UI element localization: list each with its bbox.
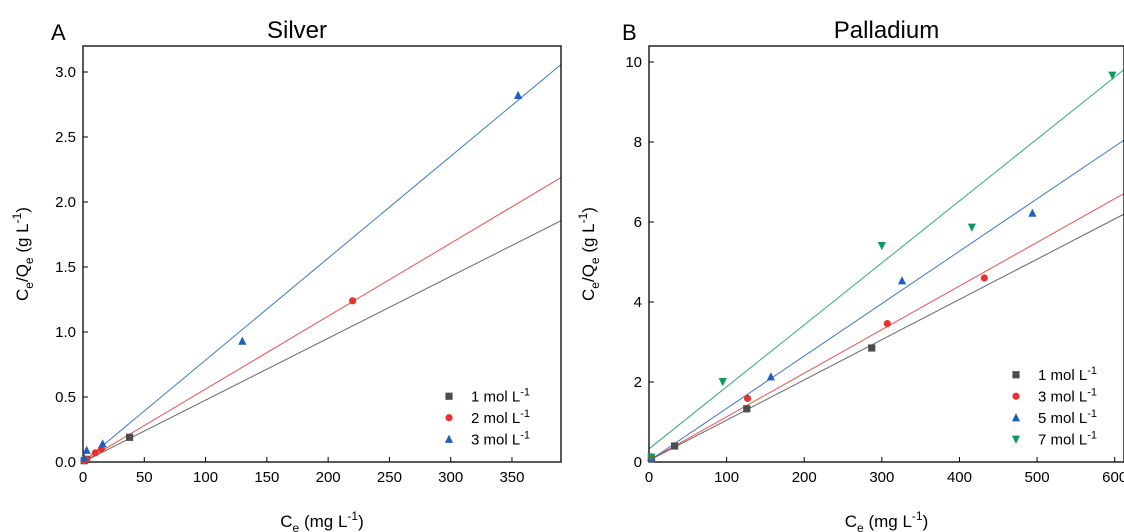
data-points (80, 90, 523, 465)
legend: 1 mol L-1​ 3 mol L-1​ 5 mol L-1​ 7 mol L-1​ (1011, 365, 1097, 448)
fit-line-series-3 (83, 64, 561, 462)
legend-label: 1 mol L-1​ (1038, 365, 1097, 384)
y-tick-label: 4 (634, 294, 642, 311)
y-tick-label: 0.0 (55, 454, 76, 471)
chart-panel-a: 0 50 100 150 200 250 300 350 0.0 0.5 1.0 1.5 2.0 2.5 3… (10, 17, 562, 532)
y-tick-label: 8 (634, 134, 642, 151)
data-point-series-2 (743, 394, 752, 402)
x-tick-label: 350 (499, 469, 524, 486)
plot-frame (82, 45, 562, 463)
data-points (647, 71, 1117, 463)
data-point-series-3 (897, 276, 907, 285)
data-point-series-2 (349, 297, 357, 305)
data-point-series-3 (238, 336, 247, 345)
x-tick-label: 400 (947, 469, 972, 486)
legend-label: 5 mol L-1​ (1038, 408, 1097, 427)
fit-line-series-1 (649, 213, 1124, 461)
data-point-series-1 (743, 405, 751, 413)
x-tick-label: 100 (714, 469, 739, 486)
panel-letter: A (51, 20, 66, 45)
y-axis-label: Ce/Qe (g L-1) (10, 207, 36, 301)
y-tick-label: 10 (625, 54, 642, 71)
fit-lines (83, 64, 561, 462)
legend-label: 3 mol L-1​ (1038, 386, 1097, 405)
plot-frame (648, 45, 1124, 463)
chart-panel-b: 0 100 200 300 400 500 600 0 2 4 6 8 10 Palladium B Ce (… (576, 17, 1124, 532)
x-tick-label: 150 (254, 469, 279, 486)
data-point-series-1 (125, 433, 134, 441)
data-point-series-1 (671, 442, 679, 450)
fit-line-series-1 (83, 220, 561, 462)
data-point-series-1 (868, 344, 876, 352)
x-tick-label: 600 (1102, 469, 1124, 486)
x-tick-label: 0 (79, 469, 87, 486)
panel-letter: B (622, 20, 637, 45)
data-point-series-3 (82, 445, 91, 454)
data-point-series-4 (718, 378, 727, 387)
x-tick-label: 250 (377, 469, 402, 486)
x-tick-label: 50 (136, 469, 153, 486)
y-tick-label: 2.5 (55, 129, 76, 146)
legend-label: 3 mol L-1​ (471, 429, 530, 448)
x-axis-label: Ce (mg L-1) (280, 509, 364, 532)
x-tick-label: 200 (316, 469, 341, 486)
data-point-series-2 (883, 320, 891, 328)
y-axis-label: Ce/Qe (g L-1) (576, 207, 602, 301)
legend-marker (445, 392, 453, 400)
legend-marker (444, 434, 454, 443)
y-tick-label: 3.0 (55, 64, 76, 81)
y-tick-label: 0.5 (55, 389, 76, 406)
chart-title: Silver (267, 17, 327, 44)
fit-line-series-3 (649, 139, 1124, 462)
legend-label: 1 mol L-1​ (471, 386, 530, 405)
data-point-series-3 (98, 439, 107, 448)
y-tick-label: 0 (634, 454, 642, 471)
x-tick-label: 300 (869, 469, 894, 486)
data-point-series-4 (877, 242, 886, 251)
legend-marker (1011, 413, 1021, 422)
x-tick-label: 500 (1025, 469, 1050, 486)
data-point-series-4 (1108, 71, 1117, 80)
y-tick-label: 2 (634, 374, 642, 391)
legend-label: 7 mol L-1​ (1038, 429, 1097, 448)
x-tick-label: 0 (645, 469, 653, 486)
data-point-series-2 (91, 449, 99, 457)
legend-marker (1012, 392, 1020, 400)
y-tick-label: 1.5 (55, 259, 76, 276)
data-point-series-4 (647, 453, 656, 462)
y-tick-label: 6 (634, 214, 642, 231)
legend: 1 mol L-1​ 2 mol L-1​ 3 mol L-1​ (444, 386, 530, 448)
fit-line-series-2 (83, 177, 561, 462)
y-tick-label: 2.0 (55, 194, 76, 211)
legend-marker (445, 414, 453, 422)
x-tick-label: 100 (193, 469, 218, 486)
x-tick-label: 200 (792, 469, 817, 486)
legend-label: 2 mol L-1​ (471, 408, 530, 427)
legend-marker (1011, 435, 1021, 444)
data-point-series-3 (80, 453, 89, 462)
data-point-series-2 (980, 274, 988, 282)
data-point-series-3 (766, 372, 775, 381)
data-point-series-3 (1028, 208, 1037, 217)
x-axis-label: Ce (mg L-1) (845, 509, 929, 532)
data-point-series-4 (967, 223, 976, 232)
fit-line-series-4 (649, 69, 1124, 450)
x-tick-label: 300 (438, 469, 463, 486)
y-tick-label: 1.0 (55, 324, 76, 341)
legend-marker (1012, 371, 1020, 379)
chart-title: Palladium (834, 17, 939, 44)
data-point-series-3 (514, 90, 523, 99)
